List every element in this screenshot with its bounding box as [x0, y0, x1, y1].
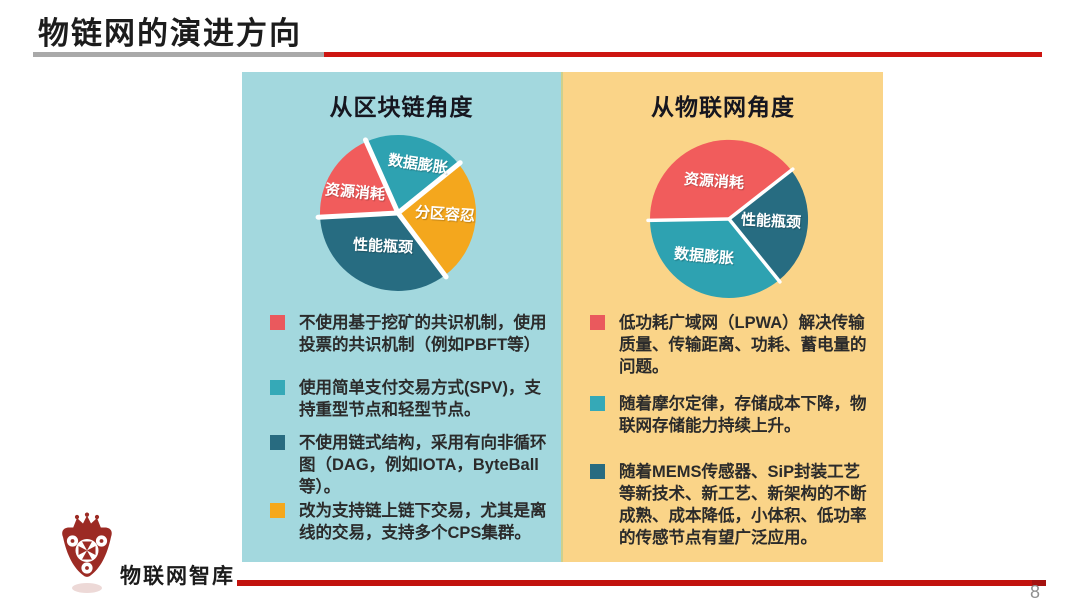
iot-pie-chart: 资源消耗 性能瓶颈 数据膨胀	[646, 139, 809, 299]
pie-label-resource-consumption: 资源消耗	[683, 170, 744, 192]
pie-label-data-expansion: 数据膨胀	[673, 244, 734, 267]
bullet-marker	[270, 503, 285, 518]
list-item: 改为支持链上链下交易，尤其是离线的交易，支持多个CPS集群。	[270, 500, 553, 544]
pie-label-performance-bottleneck: 性能瓶颈	[353, 235, 414, 256]
bullet-marker	[590, 315, 605, 330]
footer-rule-red	[237, 580, 1046, 586]
bullet-marker	[270, 315, 285, 330]
pie-slice-gaps	[646, 167, 795, 284]
bullet-text: 不使用链式结构，采用有向非循环图（DAG，例如IOTA，ByteBall等）。	[299, 434, 547, 496]
pie-slice-data-expansion	[650, 219, 779, 299]
page-number: 8	[1030, 582, 1041, 602]
bullet-text: 使用简单支付交易方式(SPV)，支持重型节点和轻型节点。	[299, 379, 542, 419]
footer-rule-cap	[1032, 580, 1046, 586]
blockchain-panel: 从区块链角度 数据膨胀 资源消耗 性能瓶颈 分区容忍 不使用基于挖矿的共识机制，…	[242, 72, 561, 562]
iot-panel: 从物联网角度 资源消耗 性能瓶颈 数据膨胀 低功耗广域网（LPWA）解决传输质量…	[561, 72, 883, 562]
pie-slice-partition-tolerance	[398, 163, 476, 276]
pie-slice-performance-bottleneck	[729, 170, 809, 281]
pie-label-resource-consumption: 资源消耗	[324, 180, 385, 203]
pie-slice-resource-consumption	[319, 141, 398, 218]
list-item: 使用简单支付交易方式(SPV)，支持重型节点和轻型节点。	[270, 377, 553, 421]
bullet-text: 不使用基于挖矿的共识机制，使用投票的共识机制（例如PBFT等）	[299, 314, 547, 354]
list-item: 不使用基于挖矿的共识机制，使用投票的共识机制（例如PBFT等）	[270, 312, 553, 356]
pie-label-partition-tolerance: 分区容忍	[414, 203, 475, 225]
list-item: 低功耗广域网（LPWA）解决传输质量、传输距离、功耗、蓄电量的问题。	[590, 312, 876, 378]
pie-label-performance-bottleneck: 性能瓶颈	[741, 210, 802, 231]
title-underline-gray	[33, 52, 324, 57]
title-underline-red	[324, 52, 1042, 57]
list-item: 随着MEMS传感器、SiP封装工艺等新技术、新工艺、新架构的不断成熟、成本降低，…	[590, 461, 876, 549]
brand-logo-icon	[62, 512, 112, 593]
bullet-text: 低功耗广域网（LPWA）解决传输质量、传输距离、功耗、蓄电量的问题。	[619, 314, 867, 376]
bullet-marker	[590, 464, 605, 479]
blockchain-pie-chart: 数据膨胀 资源消耗 性能瓶颈 分区容忍	[315, 134, 476, 291]
pie-slice-gaps	[315, 137, 463, 280]
iot-panel-header: 从物联网角度	[651, 94, 795, 120]
blockchain-panel-header: 从区块链角度	[329, 94, 474, 120]
bullet-text: 随着摩尔定律，存储成本下降，物联网存储能力持续上升。	[619, 395, 867, 435]
bullet-marker	[270, 435, 285, 450]
pie-slice-resource-consumption	[649, 139, 792, 221]
brand-name: 物联网智库	[120, 565, 235, 588]
blockchain-bullet-list: 不使用基于挖矿的共识机制，使用投票的共识机制（例如PBFT等） 使用简单支付交易…	[270, 312, 553, 544]
iot-bullet-list: 低功耗广域网（LPWA）解决传输质量、传输距离、功耗、蓄电量的问题。 随着摩尔定…	[590, 312, 876, 549]
list-item: 随着摩尔定律，存储成本下降，物联网存储能力持续上升。	[590, 393, 876, 437]
bullet-text: 随着MEMS传感器、SiP封装工艺等新技术、新工艺、新架构的不断成熟、成本降低，…	[619, 463, 867, 547]
pie-slice-performance-bottleneck	[320, 213, 445, 291]
page-title: 物链网的演进方向	[38, 16, 302, 51]
pie-slices	[649, 139, 809, 299]
bullet-marker	[270, 380, 285, 395]
bullet-marker	[590, 396, 605, 411]
bullet-text: 改为支持链上链下交易，尤其是离线的交易，支持多个CPS集群。	[299, 502, 547, 542]
list-item: 不使用链式结构，采用有向非循环图（DAG，例如IOTA，ByteBall等）。	[270, 432, 553, 498]
